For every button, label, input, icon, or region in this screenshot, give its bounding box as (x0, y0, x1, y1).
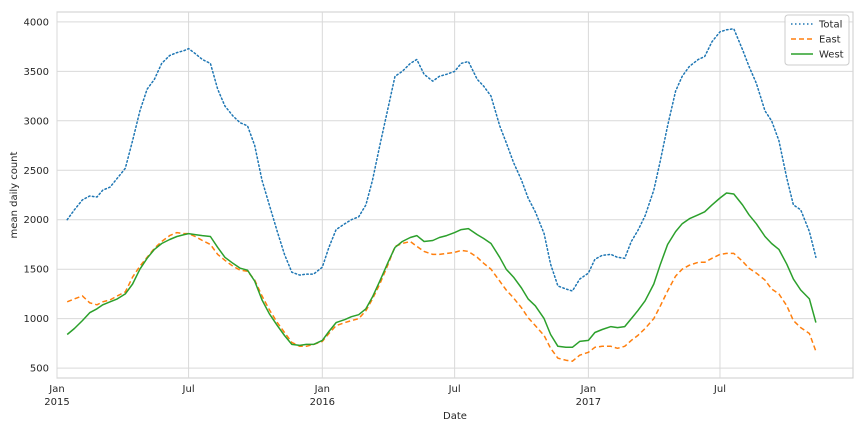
y-tick-label: 3500 (24, 67, 49, 78)
x-tick-year-label: 2015 (44, 397, 69, 408)
series-line-west (66, 192, 817, 349)
y-axis-label: mean daily count (9, 151, 20, 238)
y-tick-label: 2000 (24, 215, 49, 226)
series-line-total (66, 28, 817, 292)
legend: Total East West (784, 14, 850, 66)
y-axis-ticks: 500 1000 1500 2000 2500 3000 3500 4000 (24, 17, 49, 374)
legend-label-east: East (819, 35, 841, 46)
series-lines (66, 28, 817, 362)
x-tick-label: Jul (182, 384, 195, 395)
y-tick-label: 3000 (24, 116, 49, 127)
x-tick-label: Jul (713, 384, 726, 395)
y-tick-label: 1000 (24, 314, 49, 325)
legend-label-west: West (819, 50, 844, 61)
x-axis-ticks: Jan 2015 Jul Jan 2016 Jul Jan 2017 Jul (44, 384, 726, 408)
legend-label-total: Total (818, 20, 842, 31)
series-line-east (66, 231, 817, 362)
x-axis-label: Date (443, 411, 467, 422)
x-tick-label: Jul (448, 384, 461, 395)
y-tick-label: 1500 (24, 265, 49, 276)
x-tick-year-label: 2017 (576, 397, 601, 408)
y-tick-label: 2500 (24, 166, 49, 177)
x-tick-label: Jan (48, 384, 64, 395)
y-tick-label: 500 (30, 364, 49, 375)
legend-box (784, 14, 850, 66)
y-tick-label: 4000 (24, 17, 49, 28)
x-tick-label: Jan (314, 384, 330, 395)
x-tick-label: Jan (580, 384, 596, 395)
x-tick-year-label: 2016 (310, 397, 335, 408)
